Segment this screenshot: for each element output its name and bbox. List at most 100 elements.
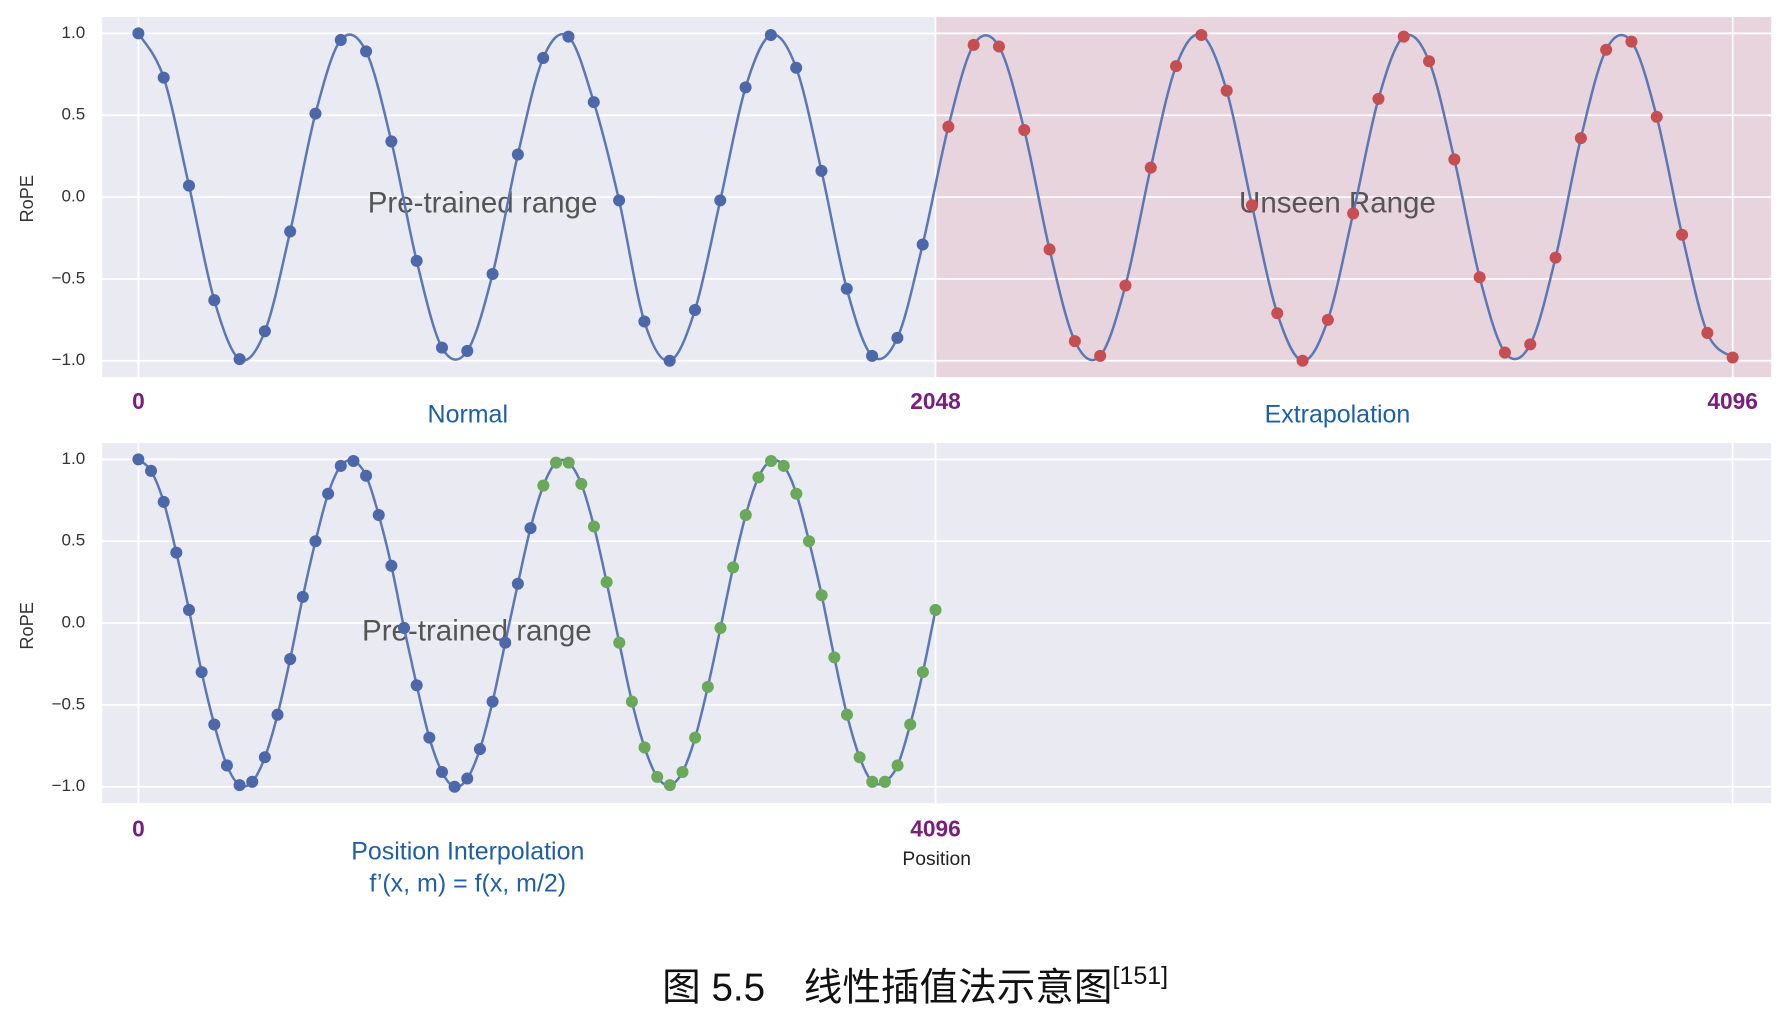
curve-connector <box>921 126 950 245</box>
point <box>1701 326 1714 339</box>
point <box>1321 313 1334 326</box>
point <box>600 576 613 589</box>
point <box>550 456 563 469</box>
y-tick-label: −1.0 <box>52 350 86 369</box>
point <box>904 718 917 731</box>
point <box>866 775 879 788</box>
point <box>739 509 752 522</box>
point <box>1245 199 1258 212</box>
point <box>170 546 183 559</box>
y-tick-label: 0.0 <box>62 187 86 206</box>
point <box>878 775 891 788</box>
point <box>1119 279 1132 292</box>
point <box>727 561 740 574</box>
point <box>916 666 929 679</box>
point <box>233 353 246 366</box>
point <box>537 479 550 492</box>
point <box>309 107 322 120</box>
point <box>942 120 955 133</box>
y-tick-label: 0.5 <box>62 105 86 124</box>
point <box>157 71 170 84</box>
point <box>689 731 702 744</box>
point <box>233 779 246 792</box>
point <box>701 680 714 693</box>
point <box>132 27 145 40</box>
point <box>473 743 486 756</box>
y-axis-label: RoPE <box>17 175 37 222</box>
point <box>334 459 347 472</box>
point <box>891 331 904 344</box>
point <box>1726 351 1739 364</box>
point <box>992 40 1005 53</box>
point <box>258 325 271 338</box>
point <box>195 666 208 679</box>
point <box>145 464 158 477</box>
point <box>638 315 651 328</box>
point <box>296 590 309 603</box>
x-tick-label: 2048 <box>910 388 961 414</box>
point <box>499 636 512 649</box>
point <box>663 354 676 367</box>
y-tick-label: 1.0 <box>62 23 86 42</box>
point <box>967 38 980 51</box>
point <box>182 179 195 192</box>
x-tick-label: 0 <box>132 815 145 841</box>
point <box>284 225 297 238</box>
point <box>1144 161 1157 174</box>
point <box>258 751 271 764</box>
point <box>372 509 385 522</box>
point <box>182 603 195 616</box>
point <box>1068 335 1081 348</box>
point <box>739 81 752 94</box>
point <box>410 254 423 267</box>
point <box>435 341 448 354</box>
annotation: Unseen Range <box>1239 186 1436 219</box>
point <box>1625 35 1638 48</box>
point <box>360 469 373 482</box>
point <box>1271 307 1284 320</box>
point <box>613 194 626 207</box>
point <box>423 731 436 744</box>
point <box>1397 30 1410 43</box>
point <box>853 751 866 764</box>
point <box>790 61 803 74</box>
point <box>284 653 297 666</box>
point <box>208 294 221 307</box>
point <box>587 96 600 109</box>
point <box>322 487 335 500</box>
point <box>562 30 575 43</box>
point <box>1296 354 1309 367</box>
point <box>714 194 727 207</box>
x-tick-label: 4096 <box>1707 388 1758 414</box>
point <box>208 718 221 731</box>
y-tick-label: −0.5 <box>52 694 86 713</box>
point <box>1549 251 1562 264</box>
point <box>1473 271 1486 284</box>
point <box>1524 338 1537 351</box>
point <box>1448 153 1461 166</box>
point <box>486 267 499 281</box>
point <box>752 471 765 484</box>
point <box>1195 29 1208 42</box>
point <box>1650 110 1663 123</box>
point <box>448 780 461 793</box>
annotation: Pre-trained range <box>362 614 592 647</box>
point <box>803 535 816 548</box>
point <box>511 148 524 161</box>
point <box>385 559 398 572</box>
point <box>271 708 284 721</box>
caption: 图 5.5 线性插值法示意图[151] <box>662 961 1168 1009</box>
point <box>828 651 841 664</box>
point <box>866 349 879 362</box>
point <box>435 765 448 779</box>
point <box>398 621 411 634</box>
point <box>334 33 347 46</box>
point <box>663 779 676 792</box>
point <box>638 741 651 754</box>
point <box>1220 84 1233 97</box>
point <box>575 477 588 490</box>
point <box>765 454 778 468</box>
y-axis-label: RoPE <box>17 602 37 649</box>
point <box>1018 123 1031 136</box>
